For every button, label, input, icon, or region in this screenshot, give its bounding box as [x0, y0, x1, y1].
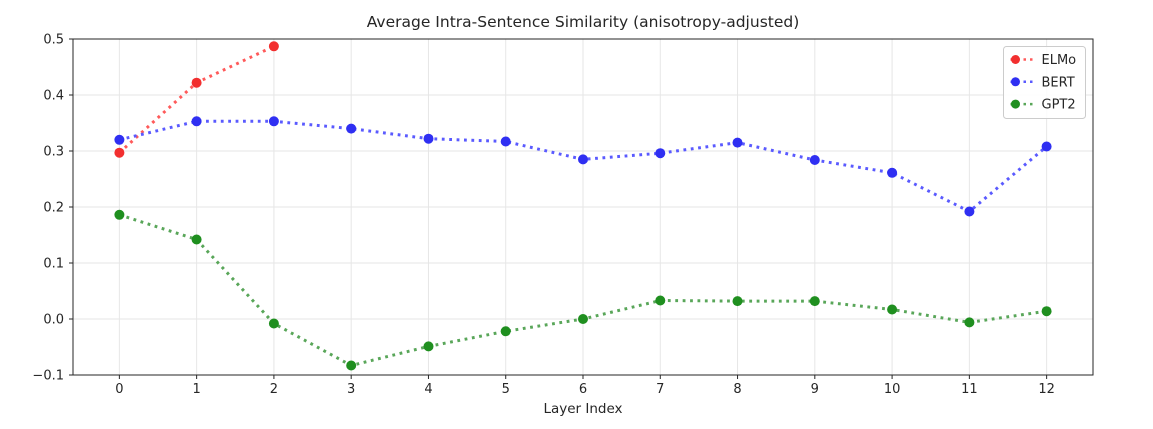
gpt2-marker — [114, 209, 125, 220]
x-axis-label: Layer Index — [543, 401, 622, 417]
y-tick-label: 0.2 — [43, 201, 64, 216]
elmo-marker — [268, 41, 279, 52]
x-tick-label: 6 — [579, 382, 587, 397]
x-tick-label: 8 — [733, 382, 741, 397]
gpt2-marker — [887, 304, 898, 315]
y-tick-label: 0.5 — [43, 33, 64, 48]
x-tick-label: 4 — [424, 382, 432, 397]
x-tick-label: 7 — [656, 382, 664, 397]
x-tick-label: 1 — [192, 382, 200, 397]
legend-label-bert: BERT — [1042, 75, 1075, 90]
bert-marker — [114, 134, 125, 145]
legend-sample-marker — [1011, 55, 1020, 64]
gpt2-marker — [423, 341, 434, 352]
bert-marker — [578, 154, 588, 165]
legend-label-gpt2: GPT2 — [1042, 98, 1076, 113]
y-tick-label: 0.4 — [43, 89, 64, 104]
gpt2-marker — [809, 296, 820, 307]
legend-sample-marker — [1011, 99, 1020, 109]
bert-marker — [655, 148, 666, 159]
x-tick-label: 10 — [884, 382, 901, 397]
gpt2-marker — [964, 317, 975, 328]
gpt2-marker — [346, 360, 357, 371]
x-tick-label: 12 — [1038, 382, 1055, 397]
y-tick-label: 0.1 — [43, 257, 64, 272]
gpt2-marker — [578, 314, 588, 324]
bert-marker — [809, 155, 820, 165]
bert-marker — [887, 167, 898, 178]
x-tick-label: 5 — [502, 382, 510, 397]
x-tick-label: 2 — [270, 382, 278, 397]
x-tick-label: 3 — [347, 382, 355, 397]
bert-marker — [423, 133, 434, 144]
y-tick-label: 0.0 — [43, 313, 64, 328]
bert-marker — [964, 206, 975, 217]
bert-marker — [268, 116, 279, 127]
gpt2-marker — [268, 318, 279, 329]
gpt2-marker — [655, 295, 666, 306]
bert-marker — [346, 123, 357, 134]
y-tick-label: −0.1 — [32, 369, 64, 384]
elmo-marker — [191, 77, 202, 88]
bert-marker — [191, 116, 202, 127]
elmo-marker — [114, 147, 125, 158]
gpt2-marker — [732, 296, 743, 307]
bert-marker — [500, 136, 511, 147]
gpt2-marker — [191, 234, 202, 245]
legend-box — [1003, 46, 1086, 119]
x-tick-label: 11 — [961, 382, 978, 397]
legend-sample-marker — [1011, 77, 1020, 87]
gpt2-marker — [1041, 306, 1052, 317]
bert-marker — [732, 137, 743, 148]
chart-title: Average Intra-Sentence Similarity (aniso… — [367, 13, 800, 31]
gpt2-marker — [500, 326, 511, 337]
y-tick-label: 0.3 — [43, 145, 64, 160]
x-tick-label: 0 — [115, 382, 123, 397]
legend-label-elmo: ELMo — [1042, 53, 1077, 68]
bert-marker — [1041, 141, 1052, 152]
x-tick-label: 9 — [811, 382, 819, 397]
